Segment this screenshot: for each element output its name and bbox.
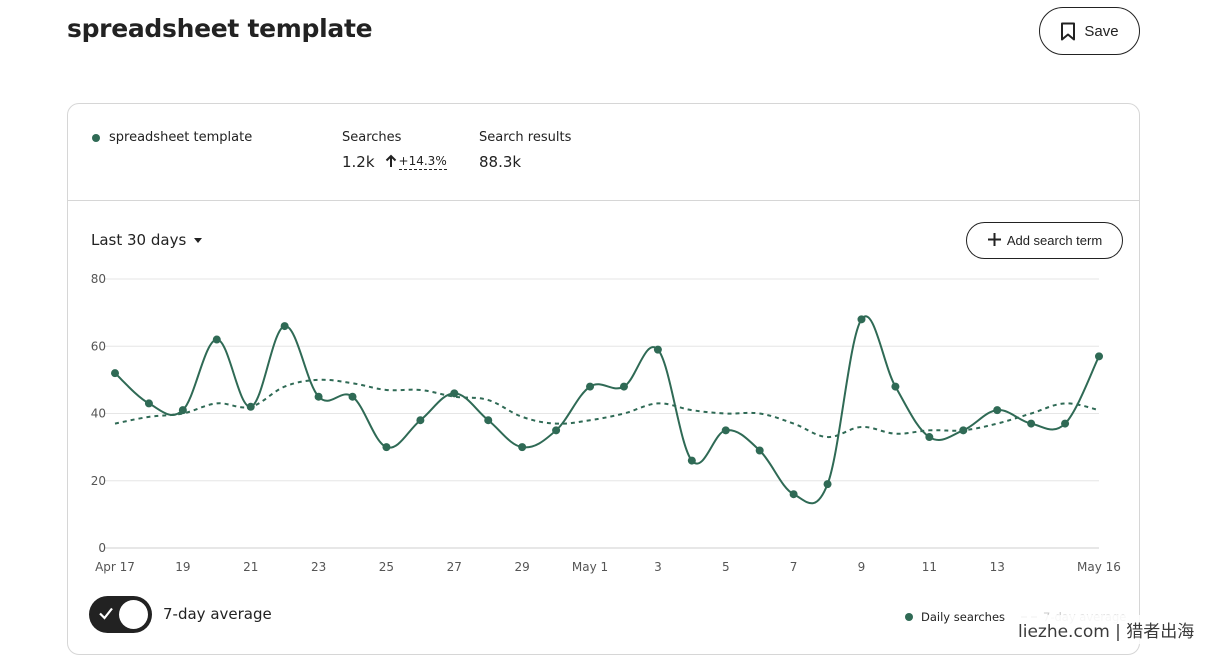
x-tick-label: 19 <box>175 560 190 574</box>
series-line-7-day-average <box>114 378 1100 439</box>
data-point <box>687 456 696 465</box>
results-label: Search results <box>479 130 572 145</box>
data-point <box>1095 352 1103 361</box>
data-point <box>518 443 527 452</box>
data-point <box>891 382 900 391</box>
data-point <box>619 382 628 391</box>
data-point <box>586 382 595 391</box>
data-point <box>280 322 289 331</box>
arrow-up-icon <box>385 154 397 171</box>
add-search-term-label: Add search term <box>1006 233 1103 248</box>
watermark: liezhe.com | 猎者出海 <box>1014 615 1199 644</box>
data-point <box>348 392 357 401</box>
data-point <box>484 416 493 425</box>
searches-value: 1.2k <box>342 153 375 171</box>
y-tick-label: 20 <box>91 474 106 488</box>
data-point <box>721 426 730 435</box>
data-point <box>144 399 153 408</box>
x-tick-label: 29 <box>515 560 530 574</box>
x-tick-label: Apr 17 <box>95 560 135 574</box>
caret-down-icon <box>194 237 203 243</box>
plus-icon <box>987 232 1002 250</box>
x-tick-label: 9 <box>858 560 866 574</box>
x-tick-label: 7 <box>790 560 798 574</box>
summary-header: spreadsheet template Searches 1.2k +14.3… <box>68 104 1139 201</box>
data-point <box>925 433 934 442</box>
save-label: Save <box>1084 22 1119 40</box>
toggle-knob <box>119 600 148 629</box>
data-point <box>178 406 187 415</box>
searches-change-percent: +14.3% <box>398 154 447 170</box>
add-search-term-button[interactable]: Add search term <box>966 222 1123 259</box>
toggle-label: 7-day average <box>163 605 272 623</box>
x-tick-label: 27 <box>447 560 462 574</box>
results-value: 88.3k <box>479 153 522 171</box>
legend-daily: Daily searches <box>905 610 1005 624</box>
check-icon <box>98 605 114 625</box>
series-line-daily-searches <box>114 315 1100 505</box>
x-tick-label: May 16 <box>1077 560 1121 574</box>
data-point <box>1061 419 1070 428</box>
trend-card: spreadsheet template Searches 1.2k +14.3… <box>67 103 1140 655</box>
data-point <box>857 315 866 324</box>
average-toggle[interactable] <box>89 596 152 633</box>
data-point <box>993 406 1002 415</box>
series-dot-icon <box>92 133 100 142</box>
x-tick-label: 11 <box>922 560 937 574</box>
data-point <box>212 335 221 344</box>
y-tick-label: 40 <box>91 407 106 421</box>
data-point <box>959 426 968 435</box>
searches-stat: Searches 1.2k +14.3% <box>342 130 447 171</box>
data-point <box>789 490 798 499</box>
bookmark-icon <box>1060 22 1076 41</box>
save-button[interactable]: Save <box>1039 7 1140 55</box>
page-title: spreadsheet template <box>67 14 373 43</box>
data-point <box>111 369 119 378</box>
x-tick-label: 23 <box>311 560 326 574</box>
data-point <box>246 402 255 411</box>
searches-label: Searches <box>342 130 402 145</box>
x-tick-label: 21 <box>243 560 258 574</box>
data-point <box>552 426 561 435</box>
x-tick-label: 13 <box>990 560 1005 574</box>
term-text: spreadsheet template <box>109 130 253 145</box>
results-stat: Search results 88.3k <box>479 130 571 171</box>
legend-dot-icon <box>905 613 913 621</box>
term-label: spreadsheet template <box>92 130 252 145</box>
data-point <box>382 443 391 452</box>
data-point <box>416 416 425 425</box>
data-point <box>314 392 323 401</box>
data-point <box>755 446 764 455</box>
searches-change[interactable]: +14.3% <box>385 154 447 171</box>
date-range-dropdown[interactable]: Last 30 days <box>91 231 203 249</box>
x-tick-label: 25 <box>379 560 394 574</box>
x-tick-label: 5 <box>722 560 730 574</box>
line-chart: 0 20 40 60 80 Apr 17 19 21 23 25 27 29 May 1 3 5 7 9 11 13… <box>91 272 1121 574</box>
y-tick-label: 0 <box>98 541 106 555</box>
data-point <box>450 389 459 398</box>
data-point <box>823 480 832 489</box>
date-range-label: Last 30 days <box>91 231 187 249</box>
x-tick-label: May 1 <box>572 560 608 574</box>
data-point <box>1027 419 1036 428</box>
legend-daily-label: Daily searches <box>921 610 1006 624</box>
data-point <box>653 345 662 354</box>
x-tick-label: 3 <box>654 560 662 574</box>
y-tick-label: 60 <box>91 339 106 353</box>
y-tick-label: 80 <box>91 272 106 286</box>
